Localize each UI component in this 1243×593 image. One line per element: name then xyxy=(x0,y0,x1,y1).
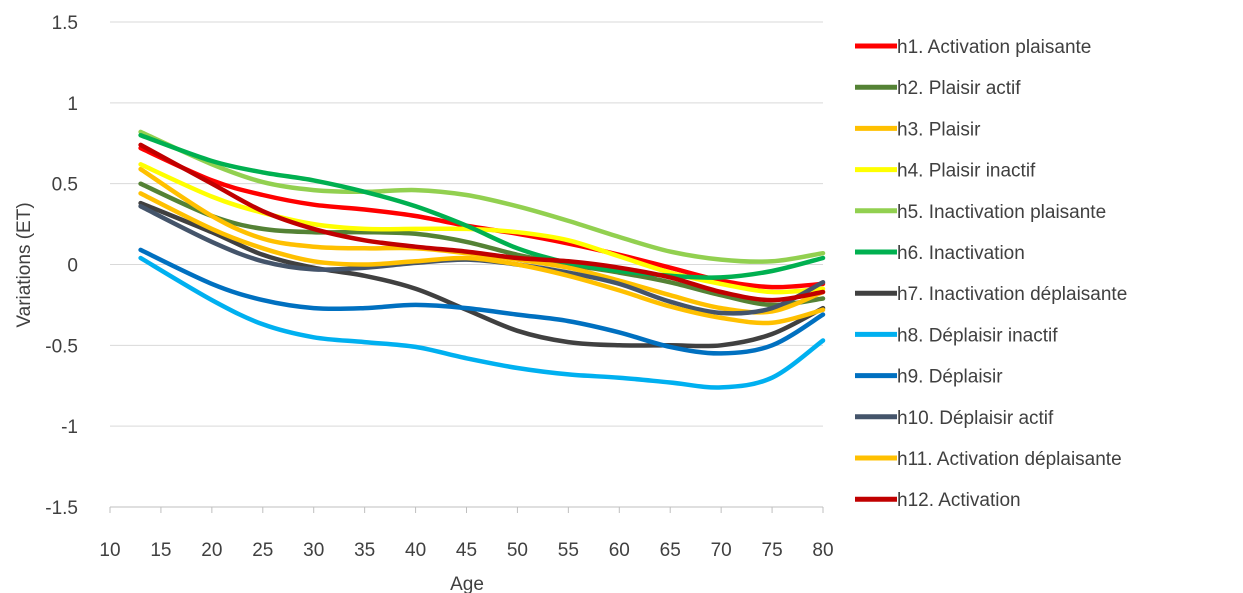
x-tick-label: 50 xyxy=(507,540,528,561)
series-line-h7 xyxy=(138,200,826,349)
legend-item: h6. Inactivation xyxy=(855,243,1025,264)
x-tick-label: 60 xyxy=(609,540,630,561)
legend-label: h10. Déplaisir actif xyxy=(897,408,1054,429)
y-axis: 1.5 1 0.5 0 -0.5 -1 -1.5 xyxy=(45,13,78,519)
legend-item: h9. Déplaisir xyxy=(855,367,1003,388)
x-tick-label: 45 xyxy=(456,540,477,561)
legend-item: h8. Déplaisir inactif xyxy=(855,325,1058,346)
legend-label: h8. Déplaisir inactif xyxy=(897,325,1058,346)
x-tick-label: 70 xyxy=(711,540,732,561)
x-tick-label: 35 xyxy=(354,540,375,561)
x-tick-label: 10 xyxy=(99,540,120,561)
series-line-h2 xyxy=(138,181,826,308)
legend-item: h11. Activation déplaisante xyxy=(855,449,1122,470)
series-line-h9 xyxy=(138,247,826,356)
series-line-h8 xyxy=(138,255,826,390)
y-tick-label: 1 xyxy=(67,94,78,115)
x-tick-label: 30 xyxy=(303,540,324,561)
legend-item: h4. Plaisir inactif xyxy=(855,161,1036,182)
x-tick-label: 15 xyxy=(150,540,171,561)
legend-label: h11. Activation déplaisante xyxy=(897,449,1122,470)
y-tick-label: 0.5 xyxy=(52,175,78,196)
legend-item: h7. Inactivation déplaisante xyxy=(855,284,1127,305)
y-tick-label: -1.5 xyxy=(45,498,78,519)
x-tick-label: 20 xyxy=(201,540,222,561)
x-tick-label: 25 xyxy=(252,540,273,561)
legend-label: h2. Plaisir actif xyxy=(897,78,1021,99)
legend-item: h3. Plaisir xyxy=(855,119,981,140)
y-axis-title: Variations (ET) xyxy=(14,202,35,327)
legend-label: h4. Plaisir inactif xyxy=(897,161,1036,182)
legend-item: h1. Activation plaisante xyxy=(855,37,1091,58)
legend-item: h5. Inactivation plaisante xyxy=(855,202,1106,223)
x-tick-label: 55 xyxy=(558,540,579,561)
x-tick-label: 40 xyxy=(405,540,426,561)
legend-label: h1. Activation plaisante xyxy=(897,37,1091,58)
series-line-h11 xyxy=(138,191,826,326)
legend-item: h10. Déplaisir actif xyxy=(855,408,1054,429)
y-tick-label: -1 xyxy=(61,417,78,438)
legend-label: h3. Plaisir xyxy=(897,119,981,140)
x-tick-label: 80 xyxy=(812,540,833,561)
y-tick-label: -0.5 xyxy=(45,336,78,357)
legend-item: h2. Plaisir actif xyxy=(855,78,1021,99)
series-line-h12 xyxy=(138,142,826,303)
legend-label: h5. Inactivation plaisante xyxy=(897,202,1106,223)
x-tick-label: 65 xyxy=(660,540,681,561)
x-tick-label: 75 xyxy=(762,540,783,561)
y-tick-label: 1.5 xyxy=(52,13,78,34)
series-line-h5 xyxy=(138,129,826,264)
legend-label: h7. Inactivation déplaisante xyxy=(897,284,1127,305)
y-tick-label: 0 xyxy=(67,256,78,277)
x-axis-title: Age xyxy=(450,574,484,593)
x-axis: 10 15 20 25 30 35 40 45 50 55 60 65 70 75 80 xyxy=(99,506,834,561)
gridlines xyxy=(110,21,823,508)
series-lines xyxy=(138,129,826,390)
legend-label: h6. Inactivation xyxy=(897,243,1025,264)
legend: h1. Activation plaisante h2. Plaisir acti… xyxy=(855,37,1127,511)
series-line-h6 xyxy=(138,132,826,280)
legend-item: h12. Activation xyxy=(855,490,1021,511)
legend-label: h9. Déplaisir xyxy=(897,367,1003,388)
legend-label: h12. Activation xyxy=(897,490,1021,511)
